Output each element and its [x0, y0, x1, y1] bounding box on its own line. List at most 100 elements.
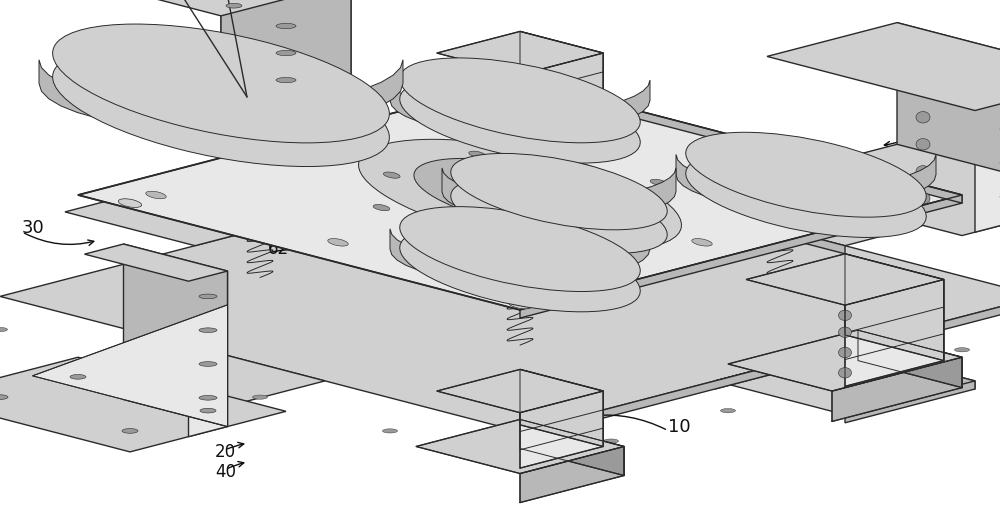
Ellipse shape	[400, 227, 640, 312]
Ellipse shape	[916, 193, 930, 204]
Text: 63: 63	[268, 178, 289, 196]
Polygon shape	[858, 330, 962, 388]
Polygon shape	[520, 80, 962, 203]
Ellipse shape	[122, 428, 138, 433]
Ellipse shape	[916, 112, 930, 123]
Polygon shape	[188, 271, 227, 437]
Polygon shape	[0, 161, 1000, 432]
Polygon shape	[65, 347, 325, 415]
Ellipse shape	[252, 395, 268, 399]
Ellipse shape	[510, 286, 530, 293]
Polygon shape	[390, 80, 650, 134]
Polygon shape	[845, 254, 944, 361]
Ellipse shape	[510, 97, 530, 104]
Polygon shape	[754, 141, 1000, 236]
Polygon shape	[91, 0, 351, 16]
Ellipse shape	[640, 212, 657, 218]
Ellipse shape	[508, 97, 532, 106]
Ellipse shape	[874, 191, 894, 199]
Polygon shape	[442, 168, 676, 222]
Ellipse shape	[838, 327, 852, 337]
Ellipse shape	[954, 348, 970, 352]
Polygon shape	[437, 31, 603, 75]
Ellipse shape	[465, 176, 575, 214]
Ellipse shape	[200, 408, 216, 413]
Ellipse shape	[53, 48, 389, 166]
Text: 40: 40	[130, 423, 151, 440]
Ellipse shape	[604, 439, 618, 443]
Text: 30: 30	[22, 219, 45, 237]
Ellipse shape	[328, 144, 348, 151]
Polygon shape	[221, 0, 351, 84]
Ellipse shape	[199, 396, 217, 400]
Text: 10: 10	[668, 419, 691, 436]
Ellipse shape	[382, 429, 398, 433]
Ellipse shape	[199, 362, 217, 367]
Polygon shape	[123, 244, 227, 426]
Polygon shape	[520, 447, 624, 502]
Ellipse shape	[444, 230, 461, 236]
Ellipse shape	[400, 58, 640, 143]
Ellipse shape	[898, 199, 922, 207]
Ellipse shape	[554, 232, 571, 239]
Ellipse shape	[508, 300, 532, 309]
Ellipse shape	[383, 172, 400, 178]
Polygon shape	[390, 229, 650, 283]
Polygon shape	[32, 305, 227, 426]
Ellipse shape	[838, 378, 852, 382]
Polygon shape	[416, 420, 624, 474]
Polygon shape	[746, 254, 944, 305]
Ellipse shape	[494, 186, 546, 204]
Ellipse shape	[0, 395, 8, 399]
Ellipse shape	[692, 144, 712, 151]
Ellipse shape	[451, 177, 667, 253]
Polygon shape	[715, 212, 845, 254]
Polygon shape	[78, 80, 962, 310]
Polygon shape	[520, 82, 624, 137]
Ellipse shape	[838, 347, 852, 358]
Ellipse shape	[53, 24, 389, 143]
Polygon shape	[845, 381, 975, 423]
Ellipse shape	[400, 78, 640, 163]
Polygon shape	[520, 420, 624, 476]
Polygon shape	[221, 0, 351, 118]
Polygon shape	[520, 31, 603, 109]
Ellipse shape	[276, 50, 296, 56]
Polygon shape	[437, 369, 603, 413]
Ellipse shape	[70, 374, 86, 379]
Polygon shape	[728, 330, 962, 391]
Polygon shape	[520, 195, 962, 318]
Polygon shape	[845, 280, 944, 386]
Polygon shape	[715, 347, 975, 415]
Ellipse shape	[686, 132, 926, 217]
Ellipse shape	[122, 361, 138, 366]
Polygon shape	[520, 296, 1000, 440]
Text: 40: 40	[215, 463, 236, 481]
Text: 62: 62	[268, 240, 289, 257]
Ellipse shape	[469, 151, 486, 158]
Ellipse shape	[328, 239, 348, 246]
Ellipse shape	[400, 206, 640, 292]
Polygon shape	[767, 23, 1000, 111]
Ellipse shape	[451, 153, 667, 230]
Text: 50: 50	[718, 216, 741, 233]
Text: 100: 100	[952, 84, 989, 103]
Ellipse shape	[838, 310, 852, 320]
Polygon shape	[715, 178, 975, 246]
Ellipse shape	[720, 409, 736, 413]
Polygon shape	[0, 357, 286, 452]
Ellipse shape	[199, 328, 217, 333]
Ellipse shape	[359, 139, 681, 251]
Ellipse shape	[146, 191, 166, 199]
Ellipse shape	[916, 139, 930, 150]
Polygon shape	[520, 369, 603, 447]
Ellipse shape	[414, 159, 626, 231]
Polygon shape	[416, 82, 624, 136]
Ellipse shape	[0, 328, 8, 332]
Text: 61: 61	[268, 211, 289, 228]
Polygon shape	[520, 391, 603, 468]
Polygon shape	[975, 77, 1000, 232]
Ellipse shape	[276, 23, 296, 29]
Polygon shape	[84, 244, 227, 281]
Polygon shape	[65, 178, 325, 246]
